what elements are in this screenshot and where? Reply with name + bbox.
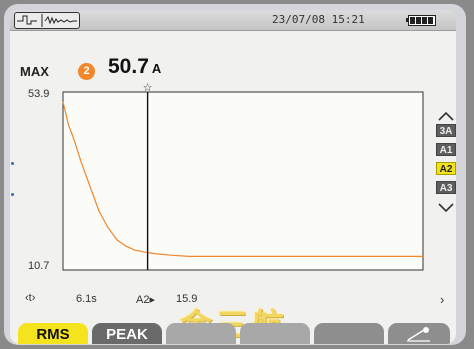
softkey-3[interactable] [166, 323, 236, 344]
zoom-icon [407, 327, 430, 342]
date-time: 23/07/08 15:21 [272, 13, 365, 26]
softkey-bar: RMS PEAK [10, 320, 456, 344]
max-value-number: 50.7 [108, 55, 149, 78]
time-start-marker: ‹t› [25, 292, 36, 304]
max-value: 50.7 A [108, 55, 161, 79]
chevron-up-icon[interactable] [438, 111, 454, 121]
y-tick-max: 53.9 [28, 88, 50, 100]
edge-marker [11, 162, 14, 165]
cursor-marker-icon: ☆ [143, 81, 153, 94]
chevron-down-icon[interactable] [438, 203, 454, 213]
screen: 23/07/08 15:21 MAX 2 50.7 A 53.9 10.7 [10, 10, 456, 344]
cursor-value: 15.9 [176, 293, 198, 305]
status-bar: 23/07/08 15:21 [10, 10, 456, 31]
channel-option-3a[interactable]: 3A [436, 124, 456, 137]
waveform-mode-icon [14, 12, 80, 29]
series-line [62, 101, 423, 257]
max-unit: A [151, 61, 162, 76]
zoom-button[interactable] [388, 323, 450, 344]
plot-frame [62, 91, 424, 271]
channel-option-a3[interactable]: A3 [436, 181, 456, 194]
softkey-4[interactable] [240, 323, 310, 344]
y-tick-min: 10.7 [28, 260, 50, 272]
plot-area[interactable]: ☆ [10, 10, 456, 344]
channel-option-a1[interactable]: A1 [436, 143, 456, 156]
time-start-value: 6.1s [76, 293, 97, 305]
battery-icon [406, 15, 436, 26]
rms-button[interactable]: RMS [18, 323, 88, 344]
max-label: MAX [20, 64, 49, 79]
cursor-channel-label: A2▸ [136, 294, 155, 306]
peak-button[interactable]: PEAK [92, 323, 162, 344]
softkey-5[interactable] [314, 323, 384, 344]
edge-marker [11, 193, 14, 196]
channel-badge: 2 [78, 63, 95, 80]
channel-option-a2[interactable]: A2 [436, 162, 456, 175]
device-frame: 23/07/08 15:21 MAX 2 50.7 A 53.9 10.7 [4, 4, 466, 345]
scroll-right-icon[interactable]: › [440, 292, 445, 307]
